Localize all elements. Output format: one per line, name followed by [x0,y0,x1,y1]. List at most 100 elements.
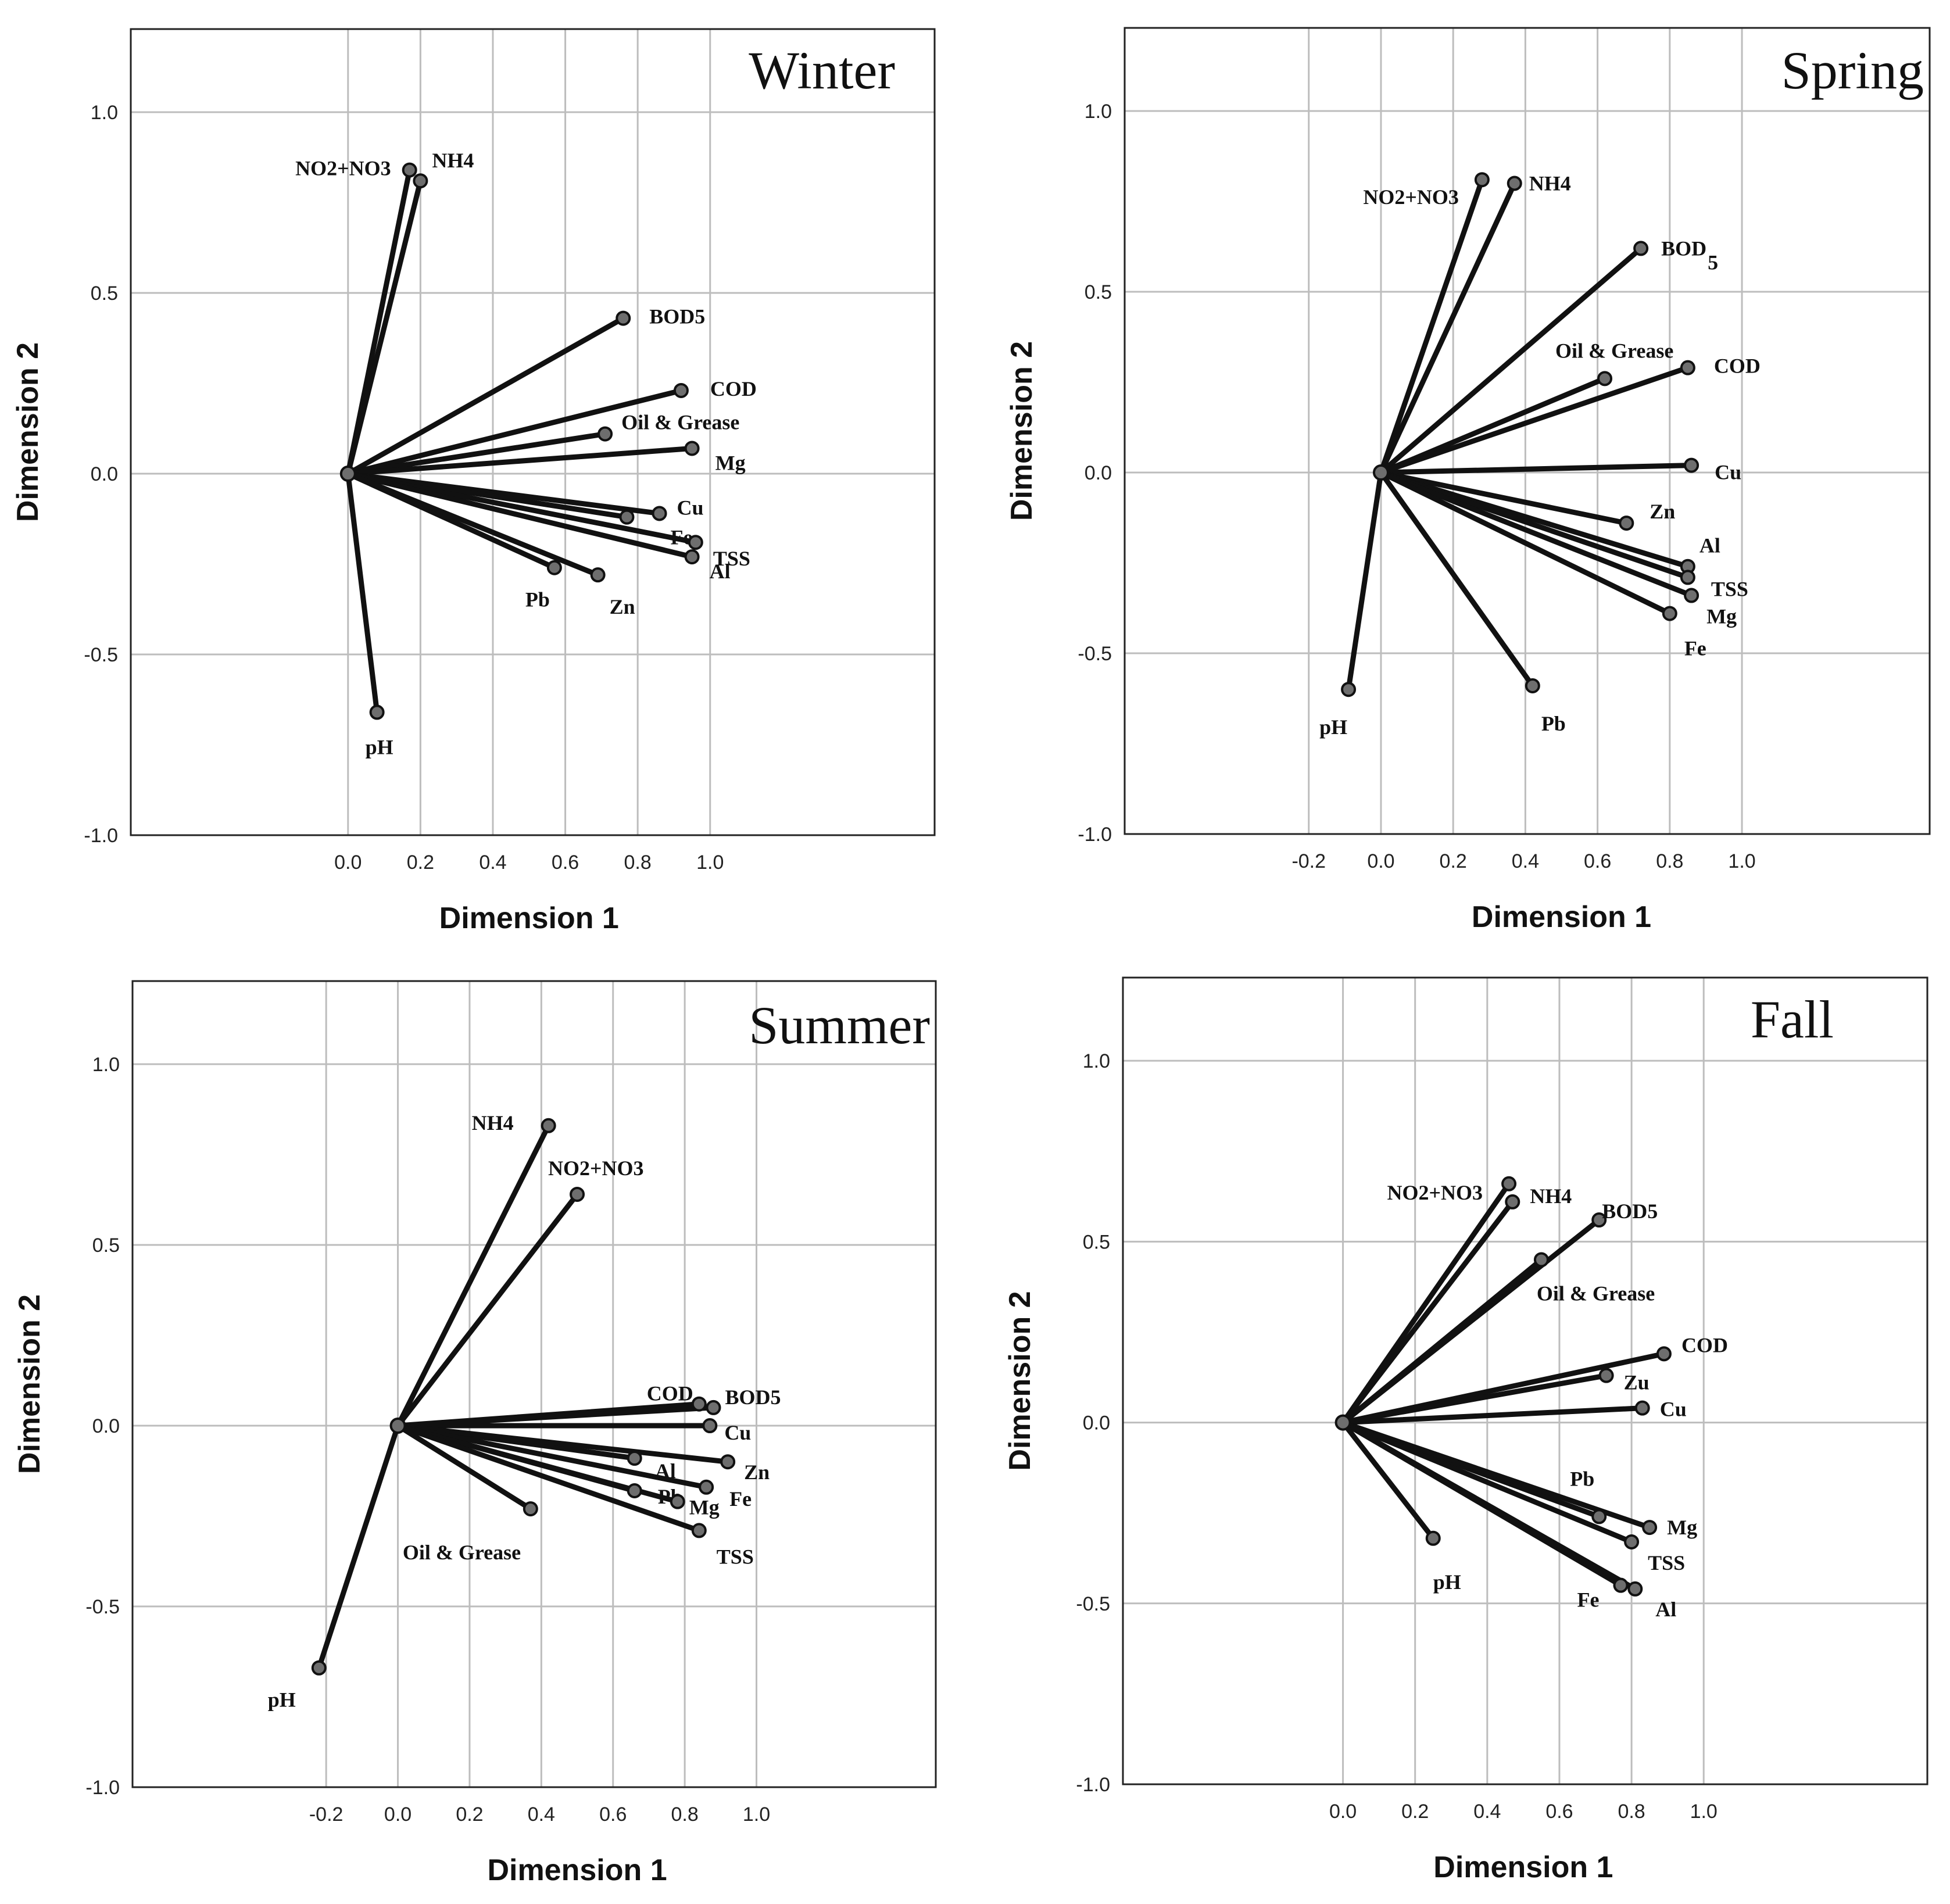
vector-zn [1378,470,1629,526]
x-tick-label: 1.0 [1690,1801,1718,1823]
plot-frame [1122,976,1928,1785]
point-fe [699,1479,714,1495]
label-cod: COD [1681,1333,1728,1357]
x-tick-label: 0.4 [1473,1801,1501,1823]
point-nh4 [413,173,428,189]
point-cu [1684,457,1699,473]
x-tick-label: 0.6 [599,1803,627,1826]
vector-mg [345,445,695,477]
point-oil-and-grease [1533,1252,1549,1268]
point-mg [684,441,700,456]
x-tick-label: 0.0 [1367,850,1394,872]
x-tick-label: 0.6 [1584,850,1611,872]
season-title-winter: Winter [749,41,895,100]
x-tick-label: 0.4 [528,1803,555,1826]
point-fe [1662,606,1677,621]
point-pb [1525,678,1540,693]
y-tick-label: 0.0 [92,1415,120,1437]
x-tick-label: -0.2 [1291,850,1326,872]
x-tick-label: 0.2 [407,851,434,874]
label-no2-plus-no3: NO2+NO3 [295,157,391,180]
point-ph [1425,1530,1441,1546]
label-ph: pH [366,736,393,759]
vector-nh4 [1378,180,1518,475]
label-cod: COD [710,377,757,400]
vector-bod [1378,245,1644,475]
x-tick-label: 0.8 [1618,1801,1645,1823]
x-tick-label: -0.2 [309,1803,344,1826]
point-no2-plus-no3 [1474,172,1490,188]
point-nh4 [1505,1194,1520,1209]
label-bod5: BOD5 [649,305,705,328]
point-pb [627,1483,642,1498]
vector-no2-plus-no3 [1378,177,1485,475]
label-oil-and-grease: Oil & Grease [621,411,739,434]
point-tss [1680,570,1695,585]
vector-ph [345,471,380,715]
point-oil-and-grease [523,1501,538,1517]
label-tss: TSS [717,1545,754,1568]
label-no2-plus-no3: NO2+NO3 [1387,1181,1483,1204]
point-mg [1684,588,1699,603]
x-tick-label: 1.0 [1728,850,1755,872]
label-pb: Pb [1541,712,1566,735]
panel-summer: -0.2 0.0 0.2 0.4 0.6 0.8 1.0 1.0 0.5 0.0 -0.5 -1.0 D… [13,980,937,1887]
label-nh4: NH4 [432,149,474,172]
point-mg [670,1494,685,1509]
label-zn: Zn [1650,500,1675,523]
point-zn [590,567,606,583]
point-cod [1680,360,1695,375]
panel-fall: 0.0 0.2 0.4 0.6 0.8 1.0 1.0 0.5 0.0 -0.5 -1.0 Dimen… [1003,976,1928,1884]
vector-oil-and-grease [395,1423,534,1512]
y-tick-label: 0.5 [1083,1231,1110,1253]
x-tick-label: 0.0 [334,851,362,874]
label-tss: TSS [1711,577,1748,600]
y-axis-title: Dimension 2 [11,342,45,522]
label-nh4: NH4 [1529,171,1571,195]
label-bod5: BOD5 [725,1386,781,1409]
y-tick-label: -0.5 [85,1596,120,1618]
y-tick-label: 0.5 [1085,281,1112,303]
point-zn [720,1454,736,1470]
y-axis-title: Dimension 2 [13,1294,46,1474]
point-bod5 [1591,1212,1607,1228]
origin-point [389,1418,406,1434]
vector-al [345,471,695,560]
label-al: Al [1699,534,1720,557]
x-tick-label: 0.2 [1440,850,1467,872]
vector-pb [1378,470,1536,689]
y-tick-label: 0.5 [91,282,118,305]
label-tss: TSS [1648,1551,1685,1574]
label-bod5: BOD5 [1602,1200,1658,1223]
y-tick-label: -1.0 [1078,824,1112,846]
label-cu: Cu [677,496,704,519]
point-cu [702,1418,718,1434]
plot-frame [130,28,936,836]
y-tick-label: -1.0 [84,825,118,847]
point-cu [652,506,667,521]
point-tss [688,535,703,550]
x-tick-label: 0.6 [1545,1801,1573,1823]
label-nh4: NH4 [472,1111,514,1134]
panel-spring: -0.2 0.0 0.2 0.4 0.6 0.8 1.0 1.0 0.5 0.0 -0.5 -1.0 D… [1005,27,1931,934]
point-mg [1642,1520,1658,1536]
season-title-fall: Fall [1751,990,1834,1049]
point-nh4 [541,1118,556,1133]
label-ph: pH [268,1688,296,1712]
point-ph [1341,682,1357,697]
y-tick-label: 1.0 [1085,101,1112,123]
label-tss: TSS [713,547,750,570]
x-tick-label: 0.8 [1656,850,1683,872]
label-zn: Zn [610,595,635,618]
label-oil-and-grease: Oil & Grease [403,1541,521,1564]
vector-tss [1340,1420,1634,1545]
x-tick-label: 0.2 [456,1803,483,1826]
vector-oil-and-grease [1378,375,1608,475]
x-tick-label: 0.0 [384,1803,412,1826]
point-bod [1633,241,1649,256]
x-tick-label: 1.0 [743,1803,770,1826]
plot-frame [131,980,937,1788]
plot-frame [1124,27,1931,835]
label-zn: Zn [744,1461,770,1484]
